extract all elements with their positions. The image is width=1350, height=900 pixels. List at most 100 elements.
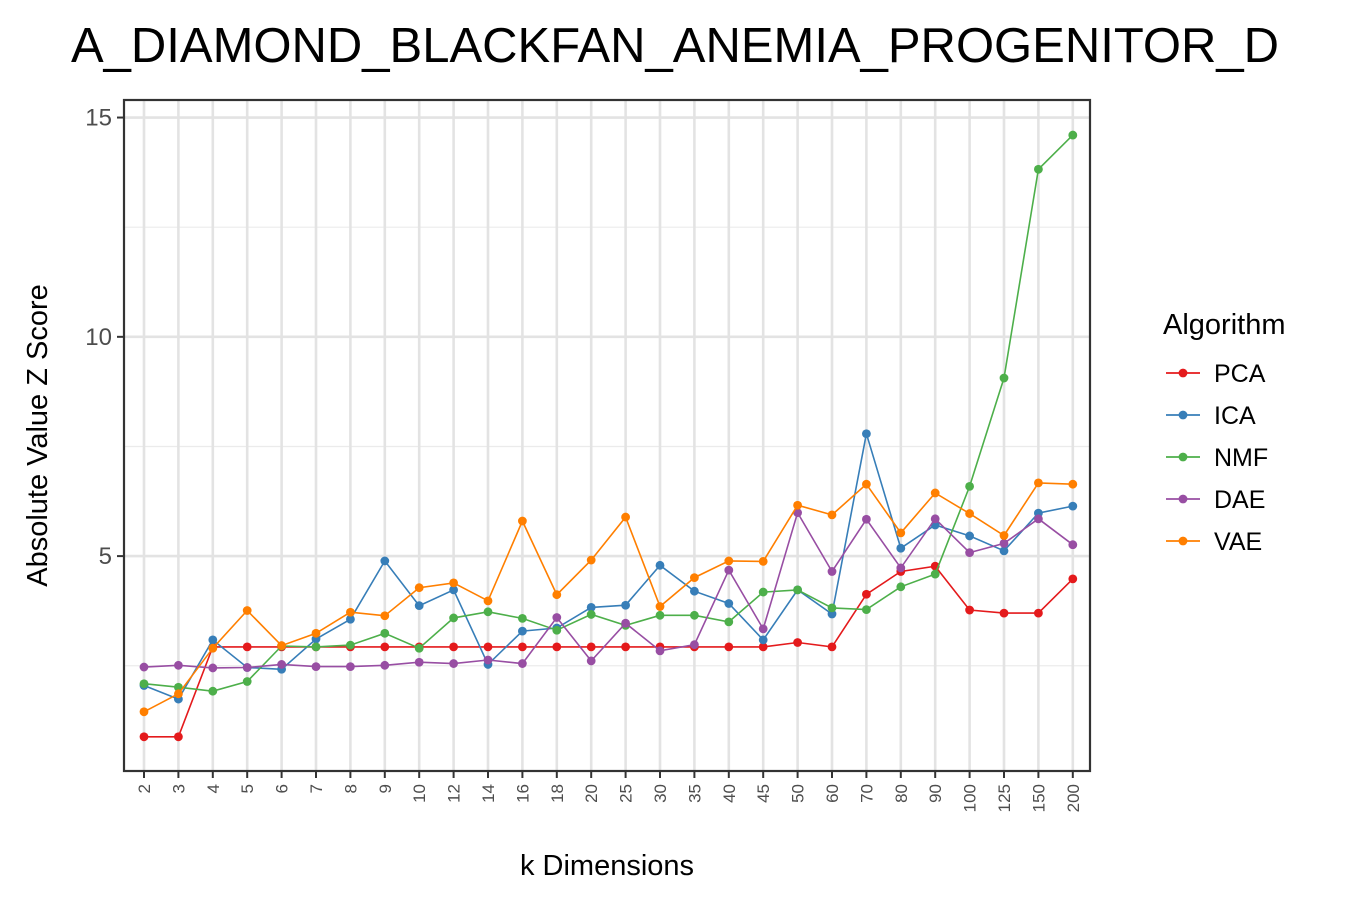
data-point-dae <box>139 662 149 672</box>
data-point-dae <box>414 657 424 667</box>
data-point-dae <box>380 660 390 670</box>
data-point-vae <box>965 509 974 518</box>
data-point-vae <box>621 512 630 522</box>
legend-item-ica: ICA <box>1166 402 1256 430</box>
x-tick-label: 3 <box>169 784 188 793</box>
data-point-ica <box>380 556 390 566</box>
data-point-pca <box>552 642 562 652</box>
series-pca <box>139 561 1078 742</box>
data-point-ica <box>586 603 596 612</box>
data-point-nmf <box>518 613 527 623</box>
data-point-dae <box>690 640 699 650</box>
data-point-dae <box>174 660 183 670</box>
x-tick-label: 200 <box>1064 784 1083 812</box>
data-point-vae <box>724 556 734 566</box>
data-point-dae <box>208 663 218 673</box>
legend: Algorithm PCA ICA NMF DAE VAE <box>1163 309 1286 556</box>
data-point-vae <box>862 479 871 489</box>
data-point-nmf <box>655 610 665 620</box>
data-point-vae <box>139 707 149 717</box>
data-point-dae <box>930 514 940 524</box>
data-point-vae <box>930 488 940 498</box>
x-tick-label: 16 <box>513 784 532 803</box>
data-point-ica <box>999 546 1009 556</box>
x-tick-label: 10 <box>410 784 429 803</box>
data-point-nmf <box>346 640 355 650</box>
x-tick-label: 45 <box>754 784 773 803</box>
data-point-pca <box>621 642 630 652</box>
series-line-ica <box>143 433 1073 701</box>
data-point-pca <box>965 605 974 615</box>
series-line-nmf <box>143 134 1074 693</box>
x-tick-label: 125 <box>995 784 1014 812</box>
data-point-ica <box>518 626 527 636</box>
legend-label: PCA <box>1214 360 1266 388</box>
data-point-pca <box>1034 608 1043 618</box>
x-tick-label: 40 <box>720 784 739 803</box>
series-line-dae <box>143 510 1074 669</box>
data-point-dae <box>724 565 734 575</box>
legend-item-pca: PCA <box>1166 360 1266 388</box>
data-point-pca <box>793 638 802 647</box>
data-point-vae <box>1068 479 1078 489</box>
legend-key-point <box>1178 536 1188 546</box>
data-point-dae <box>311 662 321 672</box>
data-point-pca <box>724 642 734 652</box>
data-point-vae <box>518 516 527 526</box>
plot-border <box>122 98 1092 773</box>
data-point-nmf <box>999 373 1009 383</box>
data-point-pca <box>1068 574 1078 584</box>
data-point-dae <box>655 646 665 656</box>
data-point-vae <box>1034 478 1043 488</box>
data-point-vae <box>552 590 562 600</box>
data-point-nmf <box>311 642 321 652</box>
data-point-vae <box>174 689 183 699</box>
x-tick-label: 50 <box>789 784 808 803</box>
x-tick-label: 5 <box>238 784 257 793</box>
data-point-nmf <box>414 643 424 653</box>
data-point-dae <box>552 613 562 622</box>
data-point-vae <box>346 607 355 617</box>
data-point-nmf <box>965 481 974 491</box>
data-point-ica <box>827 609 837 619</box>
legend-item-nmf: NMF <box>1166 444 1268 472</box>
x-tick-label: 30 <box>651 784 670 803</box>
y-tick-label: 5 <box>99 543 112 570</box>
x-tick-label: 150 <box>1029 784 1048 812</box>
data-point-ica <box>896 543 906 553</box>
data-point-vae <box>483 596 493 606</box>
data-point-nmf <box>1034 164 1043 174</box>
data-point-pca <box>449 642 458 652</box>
data-point-nmf <box>793 585 802 595</box>
legend-item-vae: VAE <box>1166 528 1262 556</box>
data-point-dae <box>449 659 458 668</box>
data-point-vae <box>655 602 665 611</box>
legend-label: NMF <box>1214 444 1268 472</box>
data-point-pca <box>862 589 871 599</box>
data-point-pca <box>242 642 252 652</box>
data-point-nmf <box>930 569 940 579</box>
data-point-nmf <box>139 679 149 689</box>
data-point-nmf <box>862 605 871 615</box>
data-point-nmf <box>208 686 218 696</box>
series-dae <box>139 508 1078 673</box>
data-point-nmf <box>483 607 493 617</box>
series-line-vae <box>143 482 1073 713</box>
x-tick-label: 60 <box>823 784 842 803</box>
data-point-dae <box>242 663 252 672</box>
data-point-pca <box>380 642 390 652</box>
data-point-vae <box>793 500 802 510</box>
data-point-pca <box>518 642 527 652</box>
x-tick-label: 6 <box>273 784 292 793</box>
data-point-ica <box>965 531 974 541</box>
legend-label: ICA <box>1214 402 1256 430</box>
series-line-pca <box>144 565 1074 738</box>
data-point-dae <box>621 618 630 628</box>
legend-title: Algorithm <box>1163 309 1286 341</box>
data-point-pca <box>483 642 493 652</box>
x-tick-label: 20 <box>582 784 601 803</box>
data-point-dae <box>896 563 906 573</box>
data-point-vae <box>414 583 424 593</box>
legend-key-point <box>1178 368 1188 378</box>
